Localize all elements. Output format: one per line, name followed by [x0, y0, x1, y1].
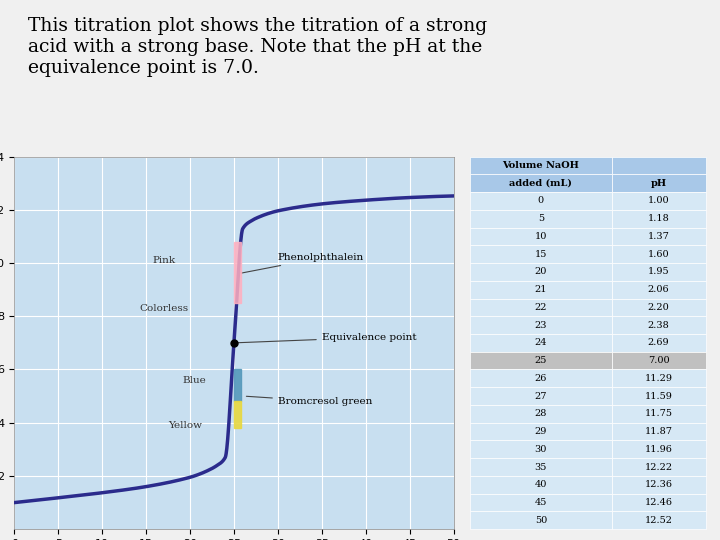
Bar	[611, 405, 706, 423]
Bar	[470, 157, 611, 174]
Bar	[470, 281, 611, 299]
Text: Phenolphthalein: Phenolphthalein	[241, 253, 364, 273]
Bar	[611, 263, 706, 281]
Text: Yellow: Yellow	[168, 421, 202, 430]
Text: 5: 5	[538, 214, 544, 223]
Bar	[611, 245, 706, 263]
Bar	[611, 227, 706, 245]
Bar	[611, 316, 706, 334]
Text: 1.95: 1.95	[648, 267, 670, 276]
Text: 11.87: 11.87	[644, 427, 672, 436]
Text: 1.18: 1.18	[648, 214, 670, 223]
Bar	[611, 352, 706, 369]
Bar	[611, 334, 706, 352]
Bar	[611, 511, 706, 529]
Text: 21: 21	[535, 285, 547, 294]
Bar	[470, 174, 611, 192]
Text: 0: 0	[538, 197, 544, 205]
Text: 11.96: 11.96	[644, 445, 672, 454]
Bar	[470, 387, 611, 405]
Text: 2.06: 2.06	[648, 285, 670, 294]
Text: 40: 40	[535, 481, 547, 489]
Text: 1.00: 1.00	[648, 197, 670, 205]
Bar	[611, 423, 706, 441]
Bar	[234, 242, 241, 303]
Bar	[470, 511, 611, 529]
Bar	[611, 192, 706, 210]
Text: pH: pH	[650, 179, 667, 188]
Text: 22: 22	[535, 303, 547, 312]
Text: 1.60: 1.60	[648, 249, 670, 259]
Text: 26: 26	[535, 374, 547, 383]
Bar	[611, 476, 706, 494]
Bar	[470, 369, 611, 387]
Bar	[470, 263, 611, 281]
Bar	[470, 192, 611, 210]
Text: 20: 20	[535, 267, 547, 276]
Bar	[470, 334, 611, 352]
Bar	[470, 458, 611, 476]
Text: 2.38: 2.38	[648, 321, 670, 329]
Text: 10: 10	[535, 232, 547, 241]
Text: 2.69: 2.69	[648, 339, 670, 347]
Text: 12.46: 12.46	[644, 498, 672, 507]
Text: 12.52: 12.52	[644, 516, 672, 525]
Bar	[234, 401, 241, 428]
Text: Colorless: Colorless	[139, 304, 188, 313]
Bar	[611, 210, 706, 227]
Text: 12.36: 12.36	[644, 481, 672, 489]
Bar	[611, 174, 706, 192]
Bar	[234, 369, 241, 401]
Text: 23: 23	[535, 321, 547, 329]
Bar	[611, 494, 706, 511]
Text: 11.59: 11.59	[644, 392, 672, 401]
Bar	[470, 423, 611, 441]
Bar	[470, 494, 611, 511]
Bar	[470, 299, 611, 316]
Text: Volume NaOH: Volume NaOH	[503, 161, 580, 170]
Bar	[611, 157, 706, 174]
Text: 30: 30	[535, 445, 547, 454]
Text: 35: 35	[535, 463, 547, 471]
Text: 11.29: 11.29	[644, 374, 672, 383]
Bar	[611, 458, 706, 476]
Text: 7.00: 7.00	[648, 356, 670, 365]
Bar	[611, 281, 706, 299]
Text: 25: 25	[535, 356, 547, 365]
Text: 11.75: 11.75	[644, 409, 672, 418]
Text: 1.37: 1.37	[647, 232, 670, 241]
Bar	[470, 316, 611, 334]
Bar	[470, 210, 611, 227]
Text: 28: 28	[535, 409, 547, 418]
Text: 50: 50	[535, 516, 547, 525]
Text: Blue: Blue	[183, 376, 207, 385]
Bar	[470, 352, 611, 369]
Text: 29: 29	[535, 427, 547, 436]
Bar	[470, 227, 611, 245]
Text: 27: 27	[535, 392, 547, 401]
Text: 45: 45	[535, 498, 547, 507]
Bar	[470, 245, 611, 263]
Text: This titration plot shows the titration of a strong
acid with a strong base. Not: This titration plot shows the titration …	[28, 17, 487, 77]
Bar	[611, 387, 706, 405]
Bar	[470, 476, 611, 494]
Text: 12.22: 12.22	[644, 463, 672, 471]
Bar	[470, 405, 611, 423]
Bar	[611, 369, 706, 387]
Text: Bromcresol green: Bromcresol green	[246, 396, 372, 406]
Text: 2.20: 2.20	[648, 303, 670, 312]
Text: 24: 24	[535, 339, 547, 347]
Bar	[611, 441, 706, 458]
Text: 15: 15	[535, 249, 547, 259]
Text: Equivalence point: Equivalence point	[237, 333, 416, 343]
Text: Pink: Pink	[152, 256, 175, 265]
Text: added (mL): added (mL)	[510, 179, 572, 188]
Bar	[611, 299, 706, 316]
Bar	[470, 441, 611, 458]
